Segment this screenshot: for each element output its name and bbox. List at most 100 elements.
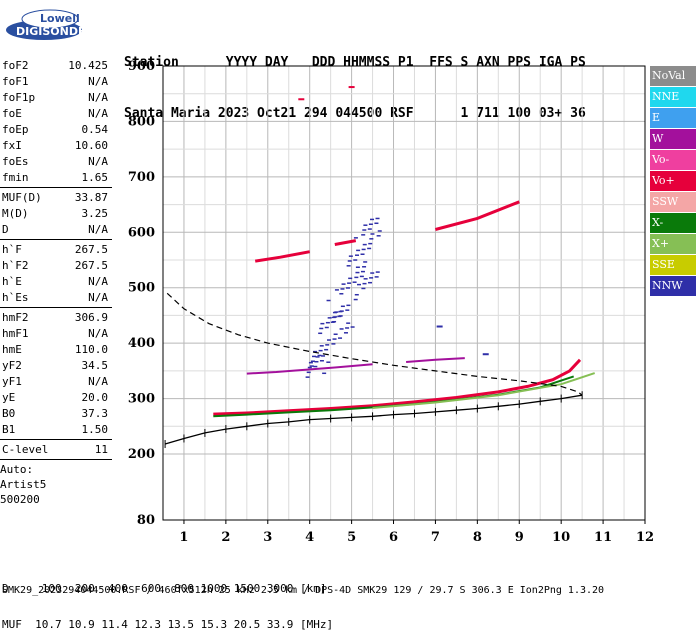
echo-point — [347, 260, 352, 262]
echo-point — [317, 354, 322, 357]
param-value: N/A — [88, 375, 108, 388]
param-group-profile: hmF2 306.9 hmF1 N/A hmE 110.0 yF2 34.5 yF1 N/A yE 2… — [0, 310, 112, 438]
param-row: foF1 N/A — [0, 74, 112, 90]
trace-vo — [435, 200, 520, 231]
echo-point — [361, 248, 366, 251]
echo-point — [360, 270, 365, 273]
x-tick-label: 7 — [431, 530, 440, 545]
y-tick-label: 800 — [128, 114, 155, 129]
trace-x — [372, 372, 596, 409]
param-row: MUF(D) 33.87 — [0, 190, 112, 206]
echo-point — [355, 254, 360, 256]
param-value: 110.0 — [74, 343, 108, 356]
param-group-muf: MUF(D) 33.87 M(D) 3.25 D N/A — [0, 190, 112, 238]
echo-point — [362, 266, 367, 268]
param-name: D — [2, 223, 9, 236]
x-tick-label: 5 — [347, 530, 356, 545]
echo-point — [340, 288, 345, 290]
echo-point — [368, 281, 373, 284]
divider — [0, 439, 112, 440]
chart-legend: NoVal NNE E W Vo- Vo+ SSW X- X+ SSE NNW — [650, 66, 696, 297]
auto-version: 500200 — [0, 493, 40, 506]
echo-point — [361, 234, 366, 236]
param-value: 11 — [94, 443, 108, 456]
legend-item: SSE — [650, 255, 696, 275]
param-group-virtual-heights: h`F 267.5 h`F2 267.5 h`E N/A h`Es N/A — [0, 242, 112, 306]
param-row: foF2 10.425 — [0, 58, 112, 74]
param-name: fxI — [2, 139, 22, 152]
data-point — [436, 325, 443, 328]
param-value: 33.87 — [74, 191, 108, 204]
x-tick-label: 11 — [594, 530, 612, 545]
y-tick-label: 200 — [128, 447, 155, 462]
footer-distance-row: D 100 200 400 600 800 1000 1500 3000 [km… — [2, 582, 327, 595]
echo-point — [360, 253, 365, 255]
echo-point — [338, 337, 343, 339]
divider — [0, 307, 112, 308]
y-tick-label: 900 — [128, 59, 155, 74]
echo-point — [362, 229, 367, 231]
footer-file-info: SMK29_2023294044500.RSF / 460fx512h 25 k… — [2, 585, 605, 596]
digisonde-logo: Lowell DIGISONDE — [4, 4, 114, 44]
param-value: 10.60 — [74, 139, 108, 152]
echo-point — [375, 271, 380, 273]
y-tick-label: 400 — [128, 336, 155, 351]
legend-item: X- — [650, 213, 696, 233]
param-group-confidence: C-level 11 — [0, 442, 112, 458]
logo-graphic — [6, 9, 82, 40]
echo-point — [347, 282, 352, 284]
echo-point — [346, 322, 351, 324]
param-row: h`F2 267.5 — [0, 258, 112, 274]
echo-point — [353, 237, 358, 239]
echo-point — [327, 317, 332, 319]
echo-point — [334, 289, 339, 291]
param-row: foF1p N/A — [0, 90, 112, 106]
chart-marks — [164, 86, 596, 449]
legend-item: NoVal — [650, 66, 696, 86]
echo-point — [368, 242, 373, 245]
trace-vo — [334, 239, 357, 246]
trace-w — [406, 357, 465, 363]
param-value: 267.5 — [74, 259, 108, 272]
chart-grid — [163, 65, 646, 521]
param-value: 0.54 — [81, 123, 109, 136]
y-tick-label: 80 — [137, 513, 155, 528]
param-value: 10.425 — [68, 59, 108, 72]
param-name: MUF(D) — [2, 191, 42, 204]
echo-point — [319, 345, 324, 347]
echo-point — [355, 271, 360, 274]
echo-point — [376, 235, 381, 237]
trace-vo — [254, 250, 310, 263]
echo-point — [332, 338, 337, 340]
echo-point — [339, 328, 344, 330]
logo-text-lowell: Lowell — [40, 12, 80, 25]
x-tick-label: 2 — [221, 530, 230, 545]
param-name: yF2 — [2, 359, 22, 372]
echo-point — [318, 332, 323, 335]
parameter-panel: foF2 10.425 foF1 N/A foF1p N/A foE N/A foEp 0.54 f… — [0, 58, 112, 507]
trace-w — [246, 363, 373, 375]
param-name: foEp — [2, 123, 29, 136]
param-value: 3.25 — [81, 207, 109, 220]
echo-point — [353, 298, 358, 301]
divider — [0, 459, 112, 460]
param-row: D N/A — [0, 222, 112, 238]
echo-point — [345, 309, 350, 311]
echo-point — [313, 365, 318, 368]
legend-item: NNE — [650, 87, 696, 107]
footer-muf-row: MUF 10.7 10.9 11.4 12.3 13.5 15.3 20.5 3… — [2, 618, 334, 631]
x-tick-label: 12 — [636, 530, 654, 545]
echo-point — [375, 217, 380, 220]
echo-point — [370, 272, 375, 274]
echo-point — [367, 247, 372, 250]
legend-item: NNW — [650, 276, 696, 296]
echo-point — [356, 249, 361, 252]
param-name: B0 — [2, 407, 16, 420]
echo-point — [354, 293, 359, 296]
echo-point — [361, 287, 366, 290]
echo-point — [322, 372, 327, 375]
echo-point — [319, 360, 324, 362]
echo-point — [308, 361, 313, 364]
echo-point — [355, 266, 360, 269]
param-value: 1.50 — [81, 423, 109, 436]
